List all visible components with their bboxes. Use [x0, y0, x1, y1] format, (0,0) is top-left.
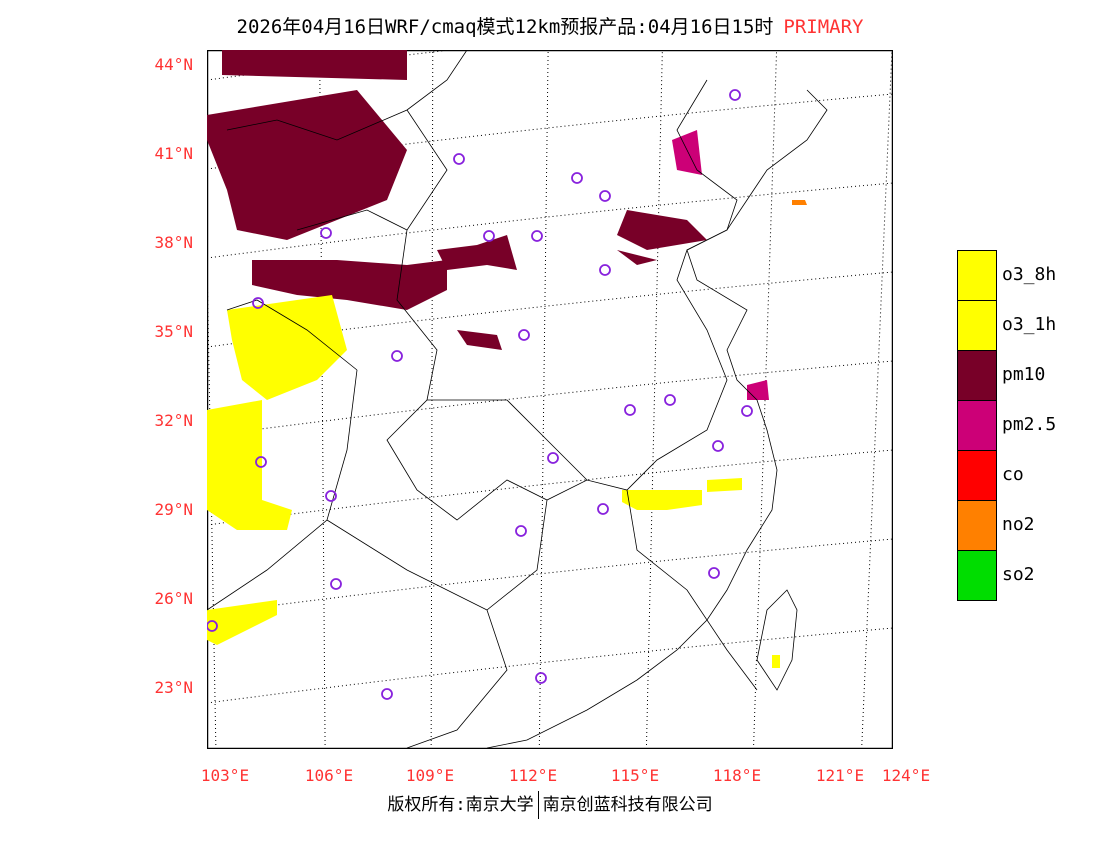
station-marker: [597, 503, 609, 515]
station-marker: [207, 620, 218, 632]
map-title: 2026年04月16日WRF/cmaq模式12km预报产品:04月16日15时 P…: [0, 12, 1100, 39]
pollution-area: [222, 50, 407, 80]
station-marker: [518, 329, 530, 341]
station-marker: [531, 230, 543, 242]
lat-label: 44°N: [154, 55, 193, 74]
station-marker: [325, 490, 337, 502]
legend-swatch-so2: [957, 550, 997, 601]
boundaries: [207, 50, 828, 749]
lat-label: 38°N: [154, 233, 193, 252]
pollutant-map: [207, 50, 893, 749]
station-marker: [483, 230, 495, 242]
lat-label: 23°N: [154, 678, 193, 697]
station-marker: [330, 578, 342, 590]
city-stations: [207, 89, 753, 700]
pollution-area: [207, 600, 277, 645]
station-marker: [381, 688, 393, 700]
station-marker: [741, 405, 753, 417]
station-marker: [547, 452, 559, 464]
lat-label: 26°N: [154, 589, 193, 608]
station-marker: [571, 172, 583, 184]
lon-label: 109°E: [405, 766, 455, 785]
station-marker: [535, 672, 547, 684]
title-text: 2026年04月16日WRF/cmaq模式12km预报产品:04月16日15时: [236, 16, 774, 38]
legend-swatch-pm10: [957, 350, 997, 401]
station-marker: [708, 567, 720, 579]
pollution-area: [207, 90, 407, 240]
pollution-area: [252, 260, 447, 310]
station-marker: [255, 456, 267, 468]
legend-label: no2: [1002, 514, 1035, 535]
station-marker: [320, 227, 332, 239]
legend-label: o3_8h: [1002, 264, 1057, 285]
title-tag: PRIMARY: [783, 16, 864, 38]
lat-label: 35°N: [154, 322, 193, 341]
pollution-area: [227, 295, 347, 400]
pollution-area: [772, 655, 780, 668]
pollution-area: [792, 200, 807, 205]
lon-label: 103°E: [200, 766, 250, 785]
taiwan-outline: [756, 589, 798, 691]
station-marker: [729, 89, 741, 101]
lat-label: 29°N: [154, 500, 193, 519]
lon-label: 118°E: [712, 766, 762, 785]
lat-label: 41°N: [154, 144, 193, 163]
legend-label: co: [1002, 464, 1024, 485]
pollution-area: [437, 235, 517, 270]
pollution-area: [617, 210, 707, 250]
legend-label: pm2.5: [1002, 414, 1057, 435]
lon-label: 121°E: [815, 766, 865, 785]
graticule: [207, 50, 893, 749]
station-marker: [599, 190, 611, 202]
lon-label: 124°E: [881, 766, 931, 785]
station-marker: [252, 297, 264, 309]
pollution-area: [622, 490, 702, 510]
lat-label: 32°N: [154, 411, 193, 430]
legend-swatch-o3_8h: [957, 250, 997, 301]
lon-label: 115°E: [610, 766, 660, 785]
legend-swatch-o3_1h: [957, 300, 997, 351]
copyright-footer: 版权所有:南京大学 南京创蓝科技有限公司: [0, 790, 1100, 819]
footer-separator: [537, 791, 539, 819]
copyright-left: 版权所有:南京大学: [387, 795, 534, 815]
station-marker: [453, 153, 465, 165]
legend-label: pm10: [1002, 364, 1046, 385]
pollution-area: [617, 250, 657, 265]
legend-swatch-co: [957, 450, 997, 501]
pollution-area: [457, 330, 502, 350]
copyright-right: 南京创蓝科技有限公司: [542, 795, 713, 815]
legend-label: o3_1h: [1002, 314, 1057, 335]
station-marker: [664, 394, 676, 406]
lon-label: 112°E: [508, 766, 558, 785]
pollution-areas: [207, 50, 807, 668]
station-marker: [712, 440, 724, 452]
pollution-area: [207, 400, 292, 530]
station-marker: [515, 525, 527, 537]
legend-swatch-pm25: [957, 400, 997, 451]
pollution-area: [707, 478, 742, 492]
legend-swatch-no2: [957, 500, 997, 551]
station-marker: [599, 264, 611, 276]
station-marker: [391, 350, 403, 362]
station-marker: [624, 404, 636, 416]
pollution-area: [672, 130, 702, 175]
lon-label: 106°E: [304, 766, 354, 785]
legend-label: so2: [1002, 564, 1035, 585]
